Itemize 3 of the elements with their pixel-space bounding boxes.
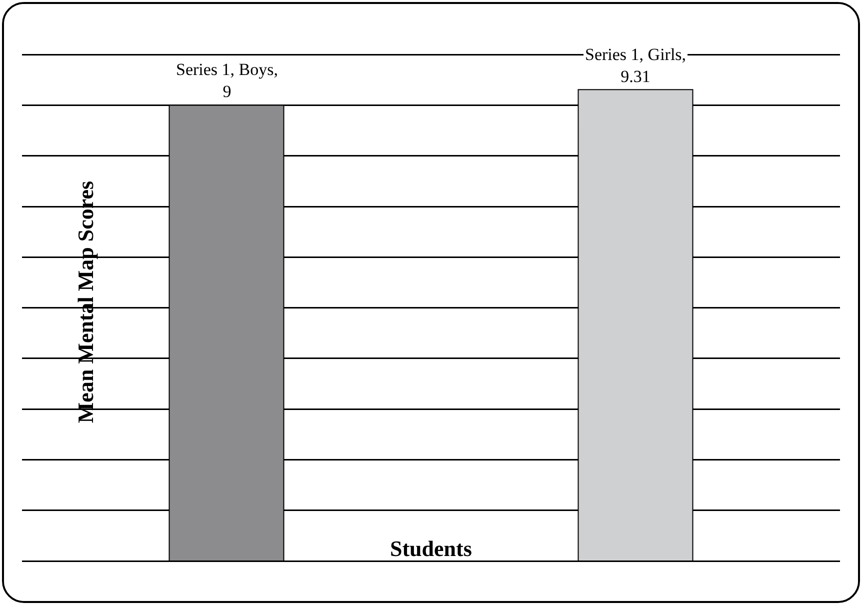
data-label: Series 1, Boys, 9 bbox=[176, 60, 278, 102]
x-axis-title: Students bbox=[390, 536, 472, 561]
data-label: Series 1, Girls, 9.31 bbox=[585, 45, 686, 86]
